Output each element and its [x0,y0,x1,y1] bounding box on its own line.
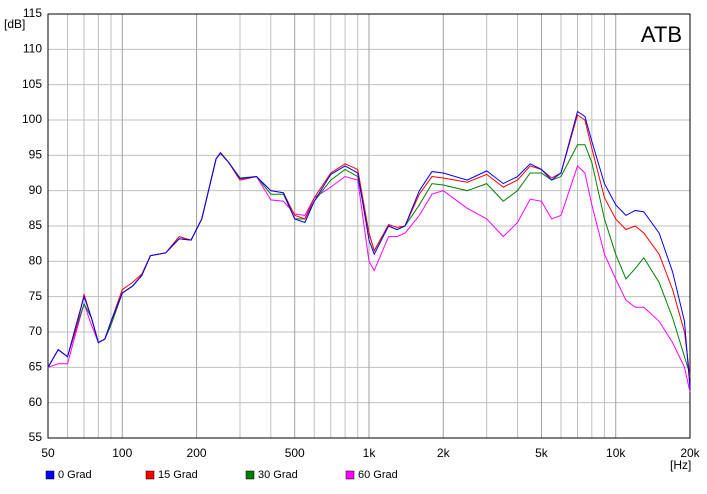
y-tick-label: 65 [29,360,43,374]
y-tick-label: 100 [22,112,42,126]
x-tick-label: 2k [437,446,451,460]
x-tick-label: 50 [41,446,55,460]
y-tick-label: 55 [29,430,43,444]
y-tick-label: 60 [29,395,43,409]
legend-swatch [45,470,55,480]
x-tick-label: 10k [606,446,626,460]
y-tick-label: 105 [22,77,42,91]
legend-label: 60 Grad [358,469,398,481]
x-tick-label: 200 [187,446,207,460]
legend-label: 15 Grad [158,469,198,481]
series-line [47,110,691,389]
y-tick-label: 115 [23,6,42,20]
y-tick-label: 90 [29,183,43,197]
y-tick-label: 95 [29,148,43,162]
legend-swatch [145,470,155,480]
x-tick-label: 20k [680,446,700,460]
legend-label: 30 Grad [258,469,298,481]
y-tick-label: 80 [29,254,43,268]
x-tick-label: 500 [285,446,305,460]
y-tick-label: 70 [29,324,43,338]
y-tick-label: 85 [29,218,43,232]
x-axis-label: [Hz] [670,458,691,472]
x-tick-label: 100 [112,446,132,460]
y-tick-label: 75 [29,289,43,303]
y-tick-label: 110 [23,42,42,56]
x-tick-label: 1k [363,446,377,460]
y-axis-label: [dB] [4,17,25,31]
plot-frame [47,13,691,439]
legend-label: 0 Grad [58,469,92,481]
x-tick-label: 5k [535,446,549,460]
legend-swatch [245,470,255,480]
series-line [47,114,691,378]
legend-swatch [345,470,355,480]
chart-title: ATB [641,22,682,47]
